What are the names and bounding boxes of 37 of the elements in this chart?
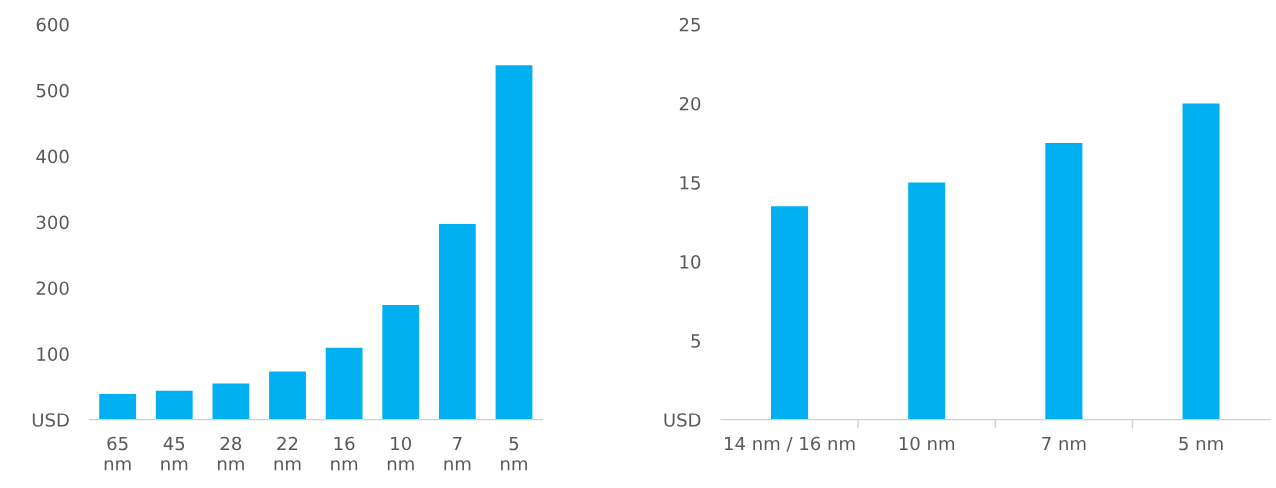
x-tick-label: 5 nm: [501, 436, 527, 471]
y-tick-label: 100: [37, 347, 69, 361]
bar: [1045, 142, 1083, 420]
x-tick-label: 7 nm: [444, 436, 471, 471]
x-tick-label: 7 nm: [1042, 436, 1086, 451]
bar: [438, 224, 476, 420]
y-tick-label: USD: [664, 413, 701, 427]
bar: [1182, 103, 1220, 420]
bar: [269, 371, 306, 420]
x-tick-label: 45 nm: [161, 436, 188, 471]
y-tick-label: 10: [680, 255, 701, 269]
y-tick-label: 400: [36, 149, 69, 164]
x-tick-label: 16 nm: [331, 436, 358, 471]
y-tick-label: 500: [36, 83, 69, 98]
x-tick-label: 5 nm: [1179, 436, 1223, 451]
x-tick-label: 65 nm: [104, 436, 131, 471]
y-tick-label: 25: [679, 17, 700, 32]
bar: [382, 305, 420, 420]
x-tick-label: 10 nm: [387, 436, 414, 471]
y-tick-label: 600: [36, 17, 69, 32]
x-tick-label: 22 nm: [274, 436, 301, 471]
y-tick-label: USD: [32, 413, 69, 427]
x-tick-label: 10 nm: [899, 436, 955, 451]
y-tick-label: 5: [691, 334, 700, 348]
y-tick-label: 15: [680, 176, 700, 190]
bar: [99, 393, 137, 420]
bar: [155, 390, 193, 420]
bar: [212, 383, 250, 420]
y-tick-label: 200: [36, 281, 69, 296]
bar: [495, 65, 533, 420]
bar: [771, 206, 809, 420]
y-tick-label: 20: [679, 96, 701, 111]
x-tick-label: 28 nm: [218, 436, 244, 471]
x-tick-label: 14 nm / 16 nm: [724, 436, 855, 452]
y-tick-label: 300: [36, 215, 69, 230]
bar: [325, 347, 363, 420]
bar: [908, 182, 946, 420]
